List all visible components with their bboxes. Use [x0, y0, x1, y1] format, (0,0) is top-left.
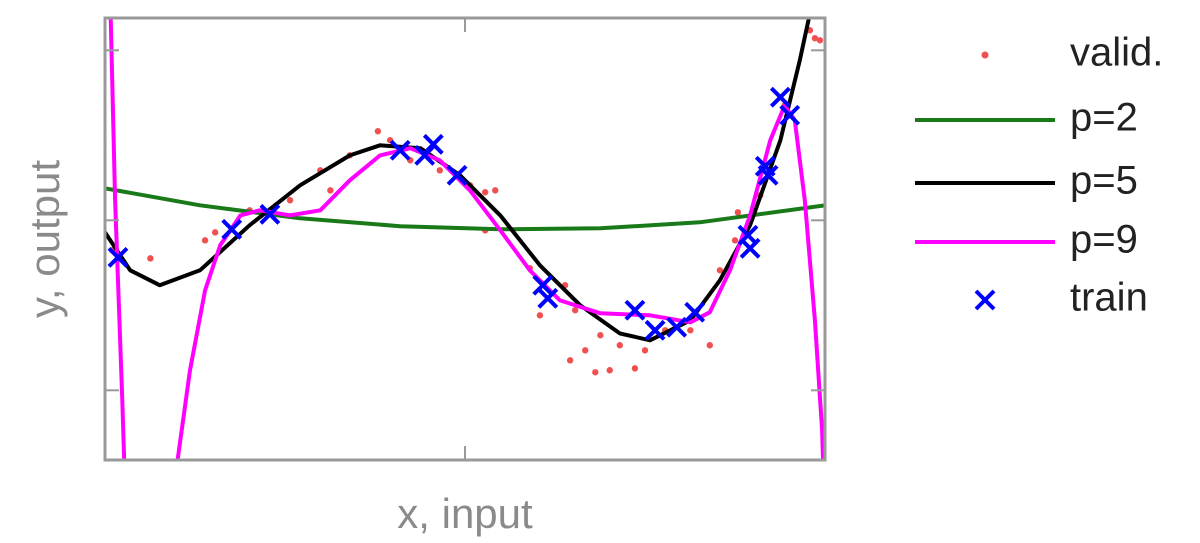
valid-point — [631, 365, 639, 372]
valid-point — [597, 332, 604, 339]
legend-swatch — [981, 51, 989, 59]
train-point — [537, 287, 559, 309]
legend-swatch-stroke — [974, 289, 996, 311]
valid-point — [481, 189, 489, 196]
train-point-stroke — [644, 319, 666, 341]
train-point-stroke — [259, 203, 281, 225]
train-point-stroke — [684, 301, 706, 323]
valid-point — [641, 347, 649, 354]
train-point-stroke — [107, 246, 129, 268]
train-point — [769, 86, 791, 108]
legend-label: p=9 — [1070, 218, 1138, 262]
train-point — [757, 164, 779, 186]
legend-label: p=2 — [1070, 96, 1138, 140]
train-point — [684, 301, 706, 323]
train-point-stroke — [422, 133, 444, 155]
train-point-stroke — [221, 218, 243, 240]
train-point-stroke — [624, 299, 646, 321]
valid-point — [734, 209, 742, 216]
valid-point — [606, 367, 613, 374]
x-axis-title: x, input — [397, 490, 533, 537]
train-point — [624, 299, 646, 321]
train-point-stroke — [666, 316, 688, 338]
train-point-stroke — [754, 155, 776, 177]
legend-swatch — [974, 289, 996, 311]
train-point-stroke — [769, 86, 791, 108]
valid-point — [536, 312, 544, 319]
valid-point — [616, 342, 623, 349]
train-point — [259, 203, 281, 225]
fit-line — [105, 186, 825, 232]
train-point — [446, 164, 468, 186]
train-point-stroke — [779, 104, 801, 126]
train-point-stroke — [739, 237, 761, 259]
legend-label: train — [1070, 276, 1148, 320]
fit-line — [108, 18, 825, 460]
legend-label: valid. — [1070, 31, 1163, 75]
valid-point — [731, 237, 739, 244]
train-point — [644, 319, 666, 341]
valid-point — [687, 327, 694, 334]
train-point — [221, 218, 243, 240]
valid-point — [327, 187, 334, 194]
train-point-stroke — [532, 274, 554, 296]
valid-point — [374, 128, 382, 135]
valid-point — [716, 267, 724, 274]
train-point-stroke — [757, 164, 779, 186]
valid-point — [286, 197, 294, 204]
valid-point — [811, 35, 819, 42]
train-point — [422, 133, 444, 155]
valid-point — [571, 307, 579, 314]
train-point — [107, 246, 129, 268]
train-point-stroke — [446, 164, 468, 186]
train-point-stroke — [537, 287, 559, 309]
train-point — [779, 104, 801, 126]
valid-point — [816, 37, 824, 44]
train-point — [389, 139, 411, 161]
valid-point — [566, 357, 574, 364]
valid-point — [147, 255, 154, 262]
valid-point — [201, 237, 209, 244]
valid-point — [436, 167, 443, 174]
valid-point — [211, 229, 219, 236]
valid-point — [492, 187, 499, 194]
y-axis-title: y, output — [21, 160, 68, 318]
train-point — [666, 316, 688, 338]
legend-label: p=5 — [1070, 159, 1138, 203]
plot-area — [105, 18, 825, 460]
valid-point — [706, 342, 713, 349]
valid-point — [582, 347, 589, 354]
plot-frame — [103, 16, 827, 462]
valid-point — [592, 369, 599, 376]
train-point — [532, 274, 554, 296]
train-point — [739, 237, 761, 259]
train-point-stroke — [389, 139, 411, 161]
